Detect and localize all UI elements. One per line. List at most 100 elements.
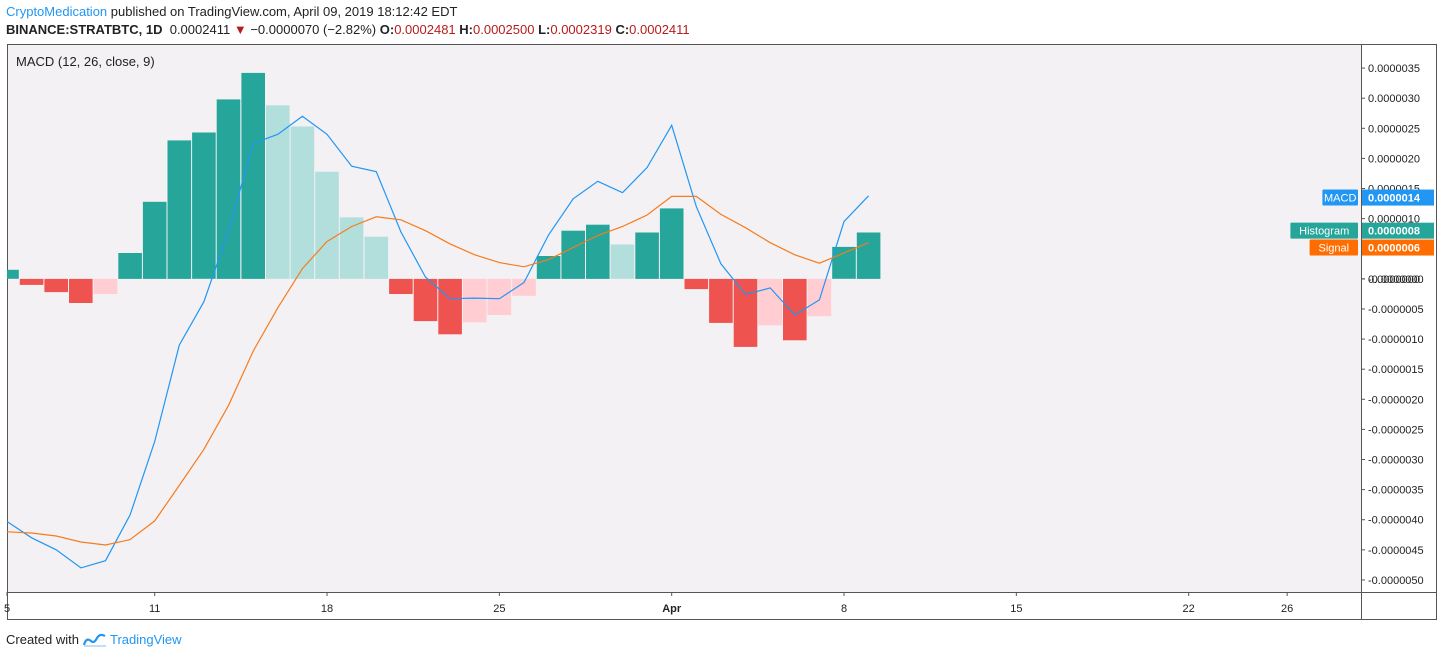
price-label-name: Histogram: [1299, 226, 1349, 238]
histogram-bar: [512, 278, 536, 296]
histogram-bar: [635, 232, 659, 279]
signal-series: [6, 195, 869, 546]
macd-line: [6, 115, 870, 569]
histogram-bar: [610, 244, 635, 279]
histogram-bar: [561, 230, 585, 279]
histogram-bar: [413, 278, 438, 322]
histogram-bar: [241, 72, 265, 279]
high-value: 0.0002500: [473, 22, 535, 37]
y-tick-label: -0.0000005: [1368, 304, 1424, 316]
histogram-bar: [19, 278, 44, 285]
histogram-bar: [44, 278, 68, 293]
low-label: L:: [538, 22, 551, 37]
y-tick-label: 0.0000010: [1368, 214, 1420, 226]
histogram-bar: [69, 278, 93, 303]
y-tick-label: -0.0000050: [1368, 575, 1424, 587]
price-label-name-bg: [1290, 222, 1358, 239]
created-with-text: Created with: [6, 632, 79, 647]
histogram-bar: [142, 201, 167, 279]
histogram-bar: [807, 278, 832, 317]
x-tick-label: Apr: [662, 603, 682, 615]
y-tick-label: -0.0000000: [1368, 274, 1424, 286]
y-axis: 0.0000035 0.0000030 0.0000025 0.0000020 0.00…: [1361, 63, 1424, 587]
price-labels: MACD 0.0000014 Histogram 0.0000008 Signal 0.0…: [1290, 189, 1434, 256]
y-tick-label: 0.0000025: [1368, 123, 1420, 135]
y-tick-label: -0.0000045: [1368, 545, 1424, 557]
footer: Created with TradingView: [6, 632, 182, 647]
histogram-bar: [783, 278, 807, 341]
price-label-value: 0.0000008: [1368, 226, 1420, 238]
y-tick-label: -0.0000020: [1368, 394, 1424, 406]
x-axis: 5 11 18 25 Apr 8 15 22 26: [4, 592, 1293, 615]
symbol-info: BINANCE:STRATBTC, 1D 0.0002411 ▼ −0.0000…: [6, 22, 690, 37]
last-price: 0.0002411: [169, 22, 231, 37]
price-label-value-bg: [1362, 189, 1434, 206]
histogram-bar: [0, 269, 19, 279]
indicator-title: MACD (12, 26, close, 9): [16, 54, 155, 69]
histogram-bar: [389, 278, 413, 294]
histogram-bar: [487, 278, 512, 315]
close-value: 0.0002411: [629, 22, 690, 37]
histogram-bar: [438, 278, 462, 335]
histogram-bar: [192, 132, 216, 279]
histogram-bar: [167, 140, 192, 279]
histogram-bar: [315, 171, 339, 279]
y-tick-label: 0.0000030: [1368, 93, 1420, 105]
price-change: −0.0000070 (−2.82%): [250, 22, 377, 37]
y-tick-label: -0.0000030: [1368, 455, 1424, 467]
author-link[interactable]: CryptoMedication: [6, 4, 108, 19]
tradingview-brand: TradingView: [109, 632, 182, 647]
y-tick-label: -0.0000015: [1368, 364, 1424, 376]
down-arrow-icon: ▼: [233, 22, 247, 37]
chart-frame: [7, 44, 1437, 620]
y-tick-label: -0.0000035: [1368, 485, 1424, 497]
price-label-name-bg: [1322, 189, 1358, 206]
x-tick-label: 26: [1281, 603, 1293, 615]
x-tick-label: 5: [4, 603, 10, 615]
tradingview-logo-icon: [82, 633, 106, 647]
histogram-bar: [216, 99, 241, 279]
histogram-bar: [684, 278, 709, 290]
histogram-bar: [709, 278, 733, 323]
low-value: 0.0002319: [550, 22, 612, 37]
price-label-value: 0.0000014: [1368, 193, 1421, 205]
price-label-value: 0.0000006: [1368, 243, 1420, 255]
histogram-bar: [659, 208, 684, 279]
x-tick-label: 18: [321, 603, 333, 615]
signal-line: [6, 195, 869, 546]
histogram-bar: [462, 278, 487, 323]
price-label-name: Signal: [1319, 243, 1350, 255]
y-tick-label: 0.0000020: [1368, 153, 1420, 165]
x-tick-label: 22: [1183, 603, 1195, 615]
x-tick-label: 15: [1010, 603, 1022, 615]
histogram-bar: [290, 126, 315, 279]
tradingview-link[interactable]: TradingView: [82, 632, 182, 647]
macd-series: [6, 115, 870, 569]
histogram-bar: [856, 232, 881, 279]
y-tick-label: -0.0000040: [1368, 515, 1424, 527]
histogram-bar: [758, 278, 782, 326]
open-value: 0.0002481: [394, 22, 456, 37]
publish-info: CryptoMedication published on TradingVie…: [6, 4, 457, 19]
histogram-bar: [364, 236, 389, 279]
histogram-bar: [93, 278, 118, 294]
histogram-bar: [266, 105, 290, 279]
y-tick-label: -0.0000010: [1368, 334, 1424, 346]
histogram-bar: [733, 278, 758, 347]
histogram-bar: [339, 217, 364, 279]
price-label-value-bg: [1362, 239, 1434, 256]
left-margin: [0, 44, 7, 592]
price-label-name: MACD: [1324, 193, 1356, 205]
x-tick-label: 8: [841, 603, 847, 615]
x-tick-label: 25: [493, 603, 505, 615]
price-label-value-bg: [1362, 222, 1434, 239]
open-label: O:: [379, 22, 395, 37]
y-tick-label: 0.0000035: [1368, 63, 1420, 75]
close-label: C:: [615, 22, 630, 37]
high-label: H:: [459, 22, 473, 37]
published-text: published on TradingView.com, April 09, …: [110, 4, 458, 19]
histogram-series: [0, 72, 881, 347]
symbol-name: BINANCE:STRATBTC, 1D: [6, 22, 163, 37]
histogram-bar: [118, 253, 142, 279]
